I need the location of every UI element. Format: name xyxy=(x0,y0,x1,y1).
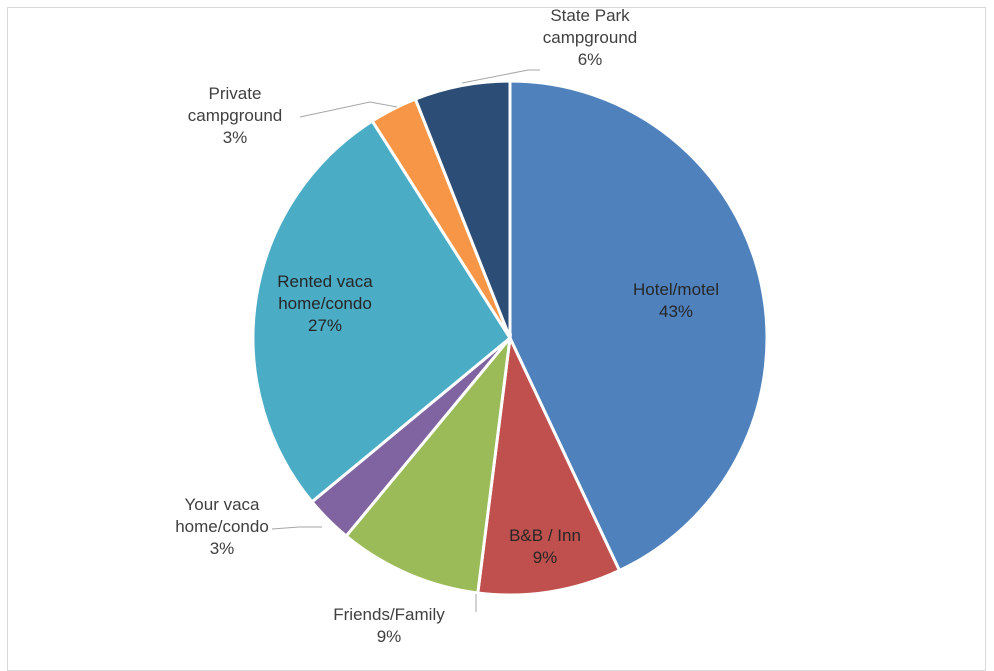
slice-percent: 3% xyxy=(210,539,235,558)
slice-name: home/condo xyxy=(175,517,269,536)
leader-line xyxy=(271,526,322,530)
pie-slice xyxy=(251,118,512,504)
slice-label: Rented vaca home/condo 27% xyxy=(277,272,373,335)
leader-line xyxy=(461,69,540,84)
slice-label: Hotel/motel 43% xyxy=(633,280,719,321)
slice-percent: 27% xyxy=(308,316,342,335)
slice-label: State Park campground 6% xyxy=(543,6,638,69)
slice-percent: 6% xyxy=(578,50,603,69)
slice-name: campground xyxy=(543,28,638,47)
slice-label: Private campground 3% xyxy=(188,84,283,147)
slice-percent: 3% xyxy=(223,128,248,147)
pie-slice xyxy=(344,333,513,595)
pie-slice xyxy=(508,79,769,573)
slice-percent: 43% xyxy=(659,302,693,321)
leader-line xyxy=(299,101,398,118)
slice-label: Your vaca home/condo 3% xyxy=(175,495,269,558)
slice-percent: 9% xyxy=(377,627,402,646)
slice-percent: 9% xyxy=(533,548,558,567)
slice-name: Hotel/motel xyxy=(633,280,719,299)
slice-name: Private xyxy=(209,84,262,103)
slice-name: Friends/Family xyxy=(333,605,445,624)
slice-name: Your vaca xyxy=(185,495,261,514)
slice-name: B&B / Inn xyxy=(509,526,581,545)
slice-name: campground xyxy=(188,106,283,125)
slice-label: Friends/Family 9% xyxy=(333,605,445,646)
slice-label: B&B / Inn 9% xyxy=(509,526,581,567)
pie-slice xyxy=(413,79,512,339)
slice-name: Rented vaca xyxy=(277,272,373,291)
slice-name: home/condo xyxy=(278,294,372,313)
slice-name: State Park xyxy=(550,6,630,25)
pie-slice xyxy=(476,332,622,597)
